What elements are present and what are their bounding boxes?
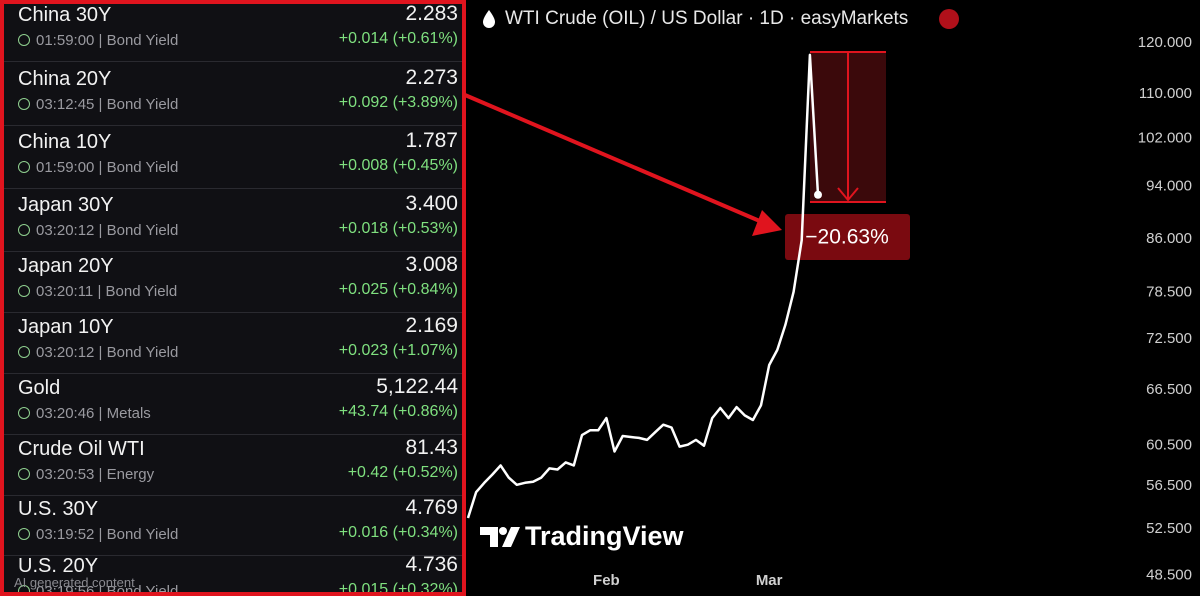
time-type: 03:20:11 | Bond Yield xyxy=(18,283,177,300)
x-tick-label: Feb xyxy=(593,572,620,589)
change: +0.016 (+0.34%) xyxy=(338,524,458,541)
watermark-text: TradingView xyxy=(525,521,685,551)
watch-row[interactable]: U.S. 20Y 4.736 03:19:56 | Bond Yield +0.015… xyxy=(4,551,462,596)
price: 4.769 xyxy=(405,496,458,519)
y-tick-label: 120.000 xyxy=(1138,34,1192,51)
y-tick-label: 72.500 xyxy=(1146,330,1192,347)
y-tick-label: 94.000 xyxy=(1146,178,1192,195)
price: 3.400 xyxy=(405,192,458,215)
price: 81.43 xyxy=(405,436,458,459)
symbol-name: Japan 10Y xyxy=(18,316,114,338)
change: +0.092 (+3.89%) xyxy=(338,94,458,111)
price: 5,122.44 xyxy=(376,375,458,398)
y-tick-label: 78.500 xyxy=(1146,283,1192,300)
watch-row[interactable]: U.S. 30Y 4.769 03:19:52 | Bond Yield +0.016… xyxy=(4,494,462,556)
watch-row[interactable]: Japan 30Y 3.400 03:20:12 | Bond Yield +0.01… xyxy=(4,190,462,252)
change: +0.025 (+0.84%) xyxy=(338,281,458,298)
watch-row[interactable]: Japan 10Y 2.169 03:20:12 | Bond Yield +0.02… xyxy=(4,312,462,374)
watchlist: China 30Y 2.283 01:59:00 | Bond Yield +0.01… xyxy=(0,0,466,596)
y-tick-label: 56.500 xyxy=(1146,477,1192,494)
symbol-name: Gold xyxy=(18,377,61,399)
broker-icon xyxy=(939,9,959,29)
chart-title: WTI Crude (OIL) / US Dollar · 1D · easyM… xyxy=(505,8,908,29)
change: +0.015 (+0.32%) xyxy=(338,581,458,596)
time-type: 03:20:12 | Bond Yield xyxy=(18,344,178,361)
watch-row[interactable]: Gold 5,122.44 03:20:46 | Metals +43.74 (+0.… xyxy=(4,373,462,435)
ai-note: AI generated content xyxy=(14,575,135,590)
watch-row[interactable]: China 30Y 2.283 01:59:00 | Bond Yield +0.01… xyxy=(4,2,462,62)
time-type: 03:20:46 | Metals xyxy=(18,405,151,422)
watch-row[interactable]: China 20Y 2.273 03:12:45 | Bond Yield +0.09… xyxy=(4,64,462,126)
y-tick-label: 102.000 xyxy=(1138,130,1192,147)
callout-arrow xyxy=(464,93,763,224)
watch-row[interactable]: Japan 20Y 3.008 03:20:11 | Bond Yield +0.02… xyxy=(4,251,462,313)
time-type: 03:20:53 | Energy xyxy=(18,466,154,483)
change: +0.018 (+0.53%) xyxy=(338,220,458,237)
time-type: 01:59:00 | Bond Yield xyxy=(18,32,178,49)
y-tick-label: 60.500 xyxy=(1146,437,1192,454)
y-tick-label: 48.500 xyxy=(1146,567,1192,584)
watch-row[interactable]: Crude Oil WTI 81.43 03:20:53 | Energy +0.42… xyxy=(4,434,462,496)
change: +43.74 (+0.86%) xyxy=(338,403,458,420)
symbol-name: China 30Y xyxy=(18,4,112,26)
symbol-name: China 20Y xyxy=(18,68,112,90)
change: +0.008 (+0.45%) xyxy=(338,157,458,174)
x-tick-label: Mar xyxy=(756,572,783,589)
y-tick-label: 110.000 xyxy=(1139,85,1192,102)
callout-head xyxy=(752,210,782,236)
price: 2.283 xyxy=(405,2,458,25)
change: +0.42 (+0.52%) xyxy=(347,464,458,481)
annotation: −20.63% xyxy=(805,226,889,249)
time-type: 03:12:45 | Bond Yield xyxy=(18,96,178,113)
change: +0.014 (+0.61%) xyxy=(338,30,458,47)
price: 3.008 xyxy=(405,253,458,276)
price-line xyxy=(466,53,820,519)
price: 2.169 xyxy=(405,314,458,337)
watch-row[interactable]: China 10Y 1.787 01:59:00 | Bond Yield +0.00… xyxy=(4,127,462,189)
measure-arrow xyxy=(837,52,859,202)
time-type: 03:19:56 | Bond Yield xyxy=(18,583,178,592)
symbol-name: Japan 20Y xyxy=(18,255,114,277)
symbol-name: U.S. 20Y xyxy=(18,555,99,577)
symbol-name: Japan 30Y xyxy=(18,194,114,216)
time-type: 03:20:12 | Bond Yield xyxy=(18,222,178,239)
symbol-name: China 10Y xyxy=(18,131,112,153)
price: 2.273 xyxy=(405,66,458,89)
y-tick-label: 66.500 xyxy=(1146,381,1192,398)
watermark: TradingView xyxy=(480,521,685,551)
time-type: 01:59:00 | Bond Yield xyxy=(18,159,178,176)
drop-icon xyxy=(483,10,495,28)
price: 1.787 xyxy=(405,129,458,152)
y-tick-label: 52.500 xyxy=(1146,520,1192,537)
time-type: 03:19:52 | Bond Yield xyxy=(18,526,178,543)
last-point xyxy=(814,190,822,199)
annotation-box xyxy=(785,214,910,260)
y-tick-label: 86.000 xyxy=(1146,230,1192,247)
price: 4.736 xyxy=(405,553,458,576)
change: +0.023 (+1.07%) xyxy=(338,342,458,359)
symbol-name: Crude Oil WTI xyxy=(18,438,145,460)
symbol-name: U.S. 30Y xyxy=(18,498,99,520)
